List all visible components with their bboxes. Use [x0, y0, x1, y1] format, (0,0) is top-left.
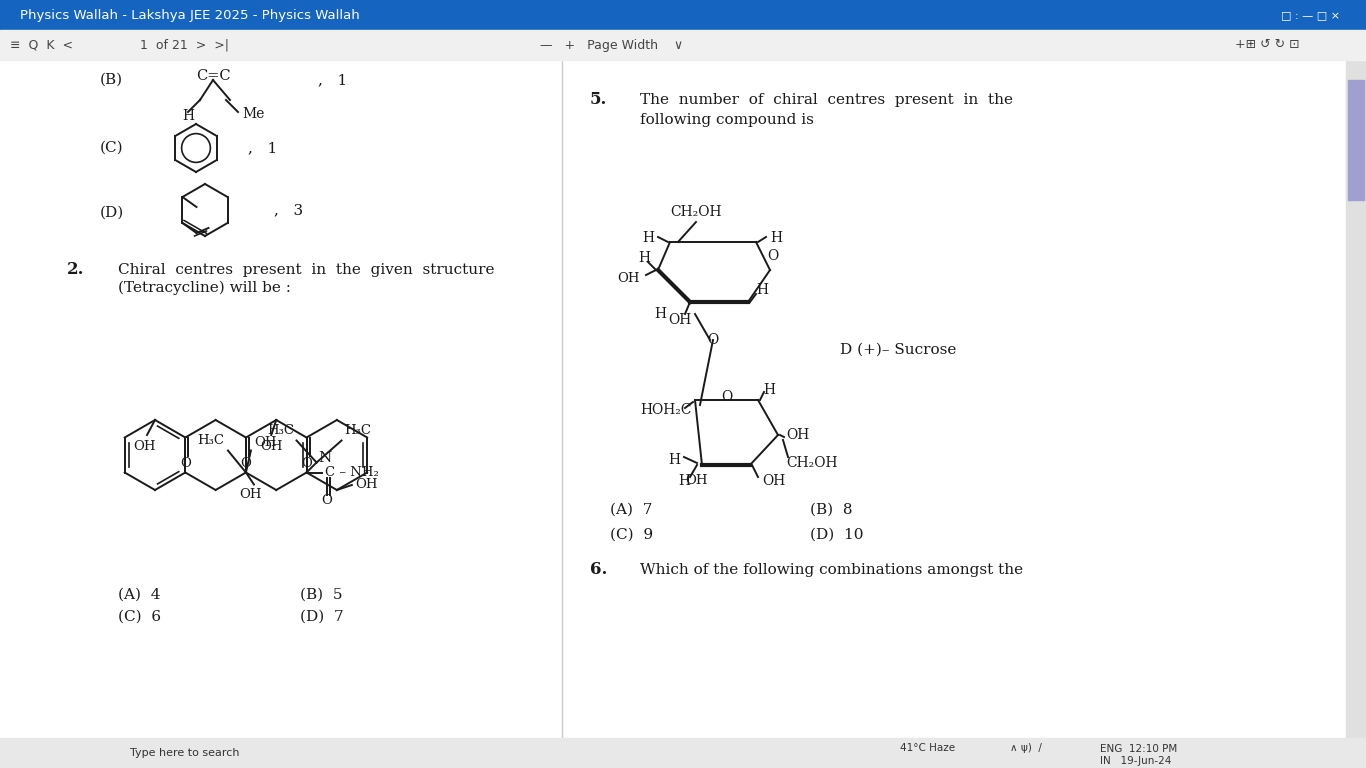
Text: H: H: [182, 109, 194, 123]
Text: (D): (D): [100, 206, 124, 220]
Text: (B)  5: (B) 5: [301, 588, 343, 602]
Text: H₃C: H₃C: [197, 434, 224, 447]
Bar: [1346, 60, 1366, 738]
Text: C – NH₂: C – NH₂: [325, 466, 378, 479]
Text: ,   1: , 1: [318, 73, 347, 87]
Text: H₃C: H₃C: [344, 424, 372, 437]
Text: Chiral  centres  present  in  the  given  structure: Chiral centres present in the given stru…: [117, 263, 494, 277]
Text: HOH₂C: HOH₂C: [641, 403, 691, 417]
Text: Type here to search: Type here to search: [130, 748, 239, 758]
Text: (D)  10: (D) 10: [810, 528, 863, 542]
Text: (C)  9: (C) 9: [611, 528, 653, 542]
Text: H₃C: H₃C: [268, 424, 295, 437]
Text: H: H: [642, 231, 654, 245]
Bar: [0, 0, 1366, 30]
Text: ,   1: , 1: [249, 141, 277, 155]
Text: —   +   Page Width    ∨: — + Page Width ∨: [540, 38, 683, 51]
Text: (B)  8: (B) 8: [810, 503, 852, 517]
Text: The  number  of  chiral  centres  present  in  the: The number of chiral centres present in …: [641, 93, 1014, 107]
Text: H: H: [668, 453, 680, 467]
Text: C=C: C=C: [195, 69, 231, 83]
Text: D (+)– Sucrose: D (+)– Sucrose: [840, 343, 956, 357]
Text: ≡  Q  K  <: ≡ Q K <: [10, 38, 72, 51]
Text: (C): (C): [100, 141, 124, 155]
Text: OH: OH: [260, 439, 283, 452]
Text: OH: OH: [239, 488, 262, 501]
Text: OH: OH: [686, 475, 708, 488]
Text: OH: OH: [355, 478, 377, 492]
Text: ∧ ψ)  /: ∧ ψ) /: [1009, 743, 1042, 753]
Text: H: H: [654, 307, 667, 321]
Text: H: H: [678, 474, 690, 488]
Text: (A)  7: (A) 7: [611, 503, 653, 517]
Text: H: H: [638, 251, 650, 265]
Text: OH: OH: [134, 439, 156, 452]
Bar: [0, 60, 1366, 738]
Text: (A)  4: (A) 4: [117, 588, 160, 602]
Text: O: O: [721, 390, 732, 404]
Text: N: N: [318, 452, 332, 465]
Text: ,   3: , 3: [275, 203, 303, 217]
Text: ENG  12:10 PM: ENG 12:10 PM: [1100, 744, 1177, 754]
Text: □ : — □ ×: □ : — □ ×: [1281, 10, 1340, 20]
Text: (B): (B): [100, 73, 123, 87]
Text: OH: OH: [668, 313, 691, 327]
Text: following compound is: following compound is: [641, 113, 814, 127]
Bar: [0, 738, 1366, 768]
Text: 1  of 21  >  >|: 1 of 21 > >|: [139, 38, 229, 51]
Text: O: O: [766, 249, 779, 263]
Text: OH: OH: [785, 428, 809, 442]
Bar: [0, 30, 1366, 60]
Text: 5.: 5.: [590, 91, 608, 108]
Text: 2.: 2.: [67, 261, 85, 279]
Text: Which of the following combinations amongst the: Which of the following combinations amon…: [641, 563, 1023, 577]
Text: 6.: 6.: [590, 561, 608, 578]
Text: CH₂OH: CH₂OH: [785, 456, 837, 470]
Text: H: H: [770, 231, 781, 245]
Text: H: H: [764, 383, 775, 397]
Text: O: O: [321, 494, 332, 507]
Text: IN   19-Jun-24: IN 19-Jun-24: [1100, 756, 1172, 766]
Text: H: H: [755, 283, 768, 297]
Text: OH: OH: [254, 436, 276, 449]
Text: O: O: [180, 457, 191, 470]
Text: O: O: [708, 333, 719, 347]
Text: (D)  7: (D) 7: [301, 610, 344, 624]
Text: OH: OH: [617, 272, 641, 284]
Text: 41°C Haze: 41°C Haze: [900, 743, 955, 753]
Text: Physics Wallah - Lakshya JEE 2025 - Physics Wallah: Physics Wallah - Lakshya JEE 2025 - Phys…: [20, 8, 359, 22]
Text: OH: OH: [762, 474, 785, 488]
Text: CH₂OH: CH₂OH: [671, 205, 721, 219]
Text: Me: Me: [242, 107, 265, 121]
Text: (C)  6: (C) 6: [117, 610, 161, 624]
Bar: [1348, 80, 1365, 200]
Text: (Tetracycline) will be :: (Tetracycline) will be :: [117, 281, 291, 295]
Text: O: O: [301, 457, 311, 470]
Text: O: O: [240, 457, 251, 470]
Text: +⊞ ↺ ↻ ⊡: +⊞ ↺ ↻ ⊡: [1235, 38, 1300, 51]
